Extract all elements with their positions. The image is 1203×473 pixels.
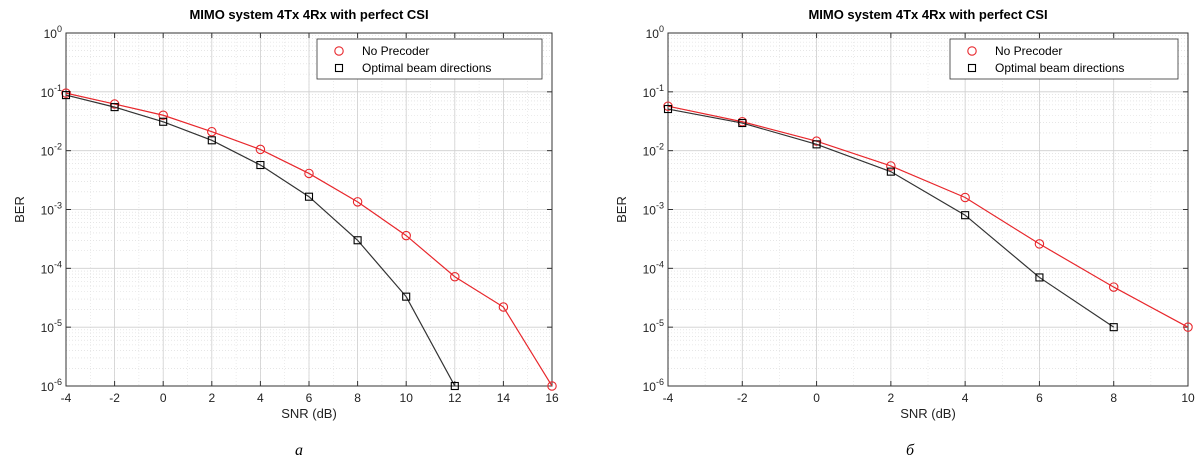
series-no-precoder xyxy=(61,88,557,391)
figure-caption: a xyxy=(295,442,303,459)
x-tick-label: 4 xyxy=(962,391,969,405)
data-point xyxy=(961,211,970,220)
y-tick-label: 10-5 xyxy=(41,318,62,335)
y-tick-label: 10-6 xyxy=(41,377,62,394)
x-tick-label: 0 xyxy=(813,391,820,405)
legend-label: Optimal beam directions xyxy=(995,61,1124,75)
legend-label: No Precoder xyxy=(995,44,1062,58)
data-point xyxy=(1109,323,1118,332)
x-tick-label: 10 xyxy=(400,391,414,405)
y-tick-label: 10-1 xyxy=(643,83,664,100)
data-point xyxy=(812,140,821,149)
data-point xyxy=(1108,282,1119,292)
y-tick-label: 10-5 xyxy=(643,318,664,335)
series-line xyxy=(65,94,456,387)
legend-label: No Precoder xyxy=(362,44,429,58)
y-tick-label: 10-6 xyxy=(643,377,664,394)
x-tick-label: -2 xyxy=(737,391,748,405)
legend-marker xyxy=(967,46,977,56)
series-line xyxy=(667,108,1115,328)
data-point xyxy=(960,192,970,203)
x-tick-label: 8 xyxy=(354,391,361,405)
series-optimal-beam xyxy=(61,91,459,391)
data-point xyxy=(663,101,673,111)
data-point xyxy=(61,91,71,100)
legend-marker xyxy=(334,46,344,56)
series-no-precoder xyxy=(663,101,1193,332)
data-point xyxy=(158,110,168,120)
data-point xyxy=(304,168,314,179)
data-point xyxy=(256,160,265,170)
data-point xyxy=(109,99,120,109)
legend-box xyxy=(316,38,543,80)
series-line xyxy=(65,92,553,387)
data-point xyxy=(1035,273,1044,282)
x-axis-label: SNR (dB) xyxy=(281,406,337,421)
y-tick-label: 100 xyxy=(44,24,62,41)
x-tick-label: 2 xyxy=(208,391,215,405)
data-point xyxy=(401,230,411,241)
x-tick-label: 4 xyxy=(257,391,264,405)
data-point xyxy=(811,136,822,146)
y-tick-label: 10-4 xyxy=(41,259,62,276)
legend-marker xyxy=(334,63,344,73)
x-tick-label: -2 xyxy=(109,391,120,405)
data-point xyxy=(159,117,168,126)
data-point xyxy=(547,381,557,391)
data-point xyxy=(304,192,314,201)
x-tick-label: -4 xyxy=(61,391,72,405)
y-tick-label: 10-3 xyxy=(41,201,62,218)
data-point xyxy=(207,126,217,137)
data-point xyxy=(886,167,895,176)
chart-title: MIMO system 4Tx 4Rx with perfect CSI xyxy=(189,7,428,22)
x-tick-label: 14 xyxy=(497,391,511,405)
data-point xyxy=(738,118,747,128)
data-point xyxy=(402,292,411,301)
y-tick-label: 100 xyxy=(646,24,664,41)
legend-box xyxy=(949,38,1179,80)
data-point xyxy=(110,103,119,112)
data-point xyxy=(450,271,460,282)
x-tick-label: 12 xyxy=(448,391,462,405)
data-point xyxy=(498,302,509,312)
data-point xyxy=(352,197,363,207)
data-point xyxy=(1034,239,1045,249)
legend: No Precoder Optimal beam directions xyxy=(316,38,543,80)
y-axis-label: BER xyxy=(614,196,629,223)
x-tick-label: 16 xyxy=(545,391,559,405)
chart-title: MIMO system 4Tx 4Rx with perfect CSI xyxy=(808,7,1047,22)
x-tick-label: 8 xyxy=(1110,391,1117,405)
series-line xyxy=(667,105,1189,328)
data-point xyxy=(663,104,673,114)
data-point xyxy=(61,88,71,98)
x-axis-label: SNR (dB) xyxy=(900,406,956,421)
y-tick-label: 10-2 xyxy=(41,142,62,159)
data-point xyxy=(255,144,266,155)
data-point xyxy=(1183,322,1193,332)
data-point xyxy=(886,161,896,171)
data-point xyxy=(207,136,216,145)
y-tick-label: 10-1 xyxy=(41,83,62,100)
x-tick-label: 10 xyxy=(1181,391,1195,405)
chart-b: -4 -2 0 2 4 6 8 10 10-6 10-5 10-4 10-3 10-2 10-1 100 MI… xyxy=(614,7,1195,421)
x-tick-label: 2 xyxy=(888,391,895,405)
x-tick-label: 0 xyxy=(160,391,167,405)
legend-marker xyxy=(967,63,977,73)
data-point xyxy=(353,236,362,245)
y-tick-label: 10-3 xyxy=(643,201,664,218)
y-axis-label: BER xyxy=(12,196,27,223)
figure-caption: б xyxy=(906,442,915,459)
legend-label: Optimal beam directions xyxy=(362,61,491,75)
legend: No Precoder Optimal beam directions xyxy=(949,38,1179,80)
data-point xyxy=(450,381,459,391)
y-tick-label: 10-4 xyxy=(643,259,664,276)
y-tick-label: 10-2 xyxy=(643,142,664,159)
x-tick-label: -4 xyxy=(663,391,674,405)
series-optimal-beam xyxy=(663,104,1118,332)
x-tick-label: 6 xyxy=(306,391,313,405)
x-tick-label: 6 xyxy=(1036,391,1043,405)
chart-a: -4 -2 0 2 4 6 8 10 12 14 16 10-6 10-5 10-4 10-3 10-2 10-… xyxy=(12,7,559,421)
